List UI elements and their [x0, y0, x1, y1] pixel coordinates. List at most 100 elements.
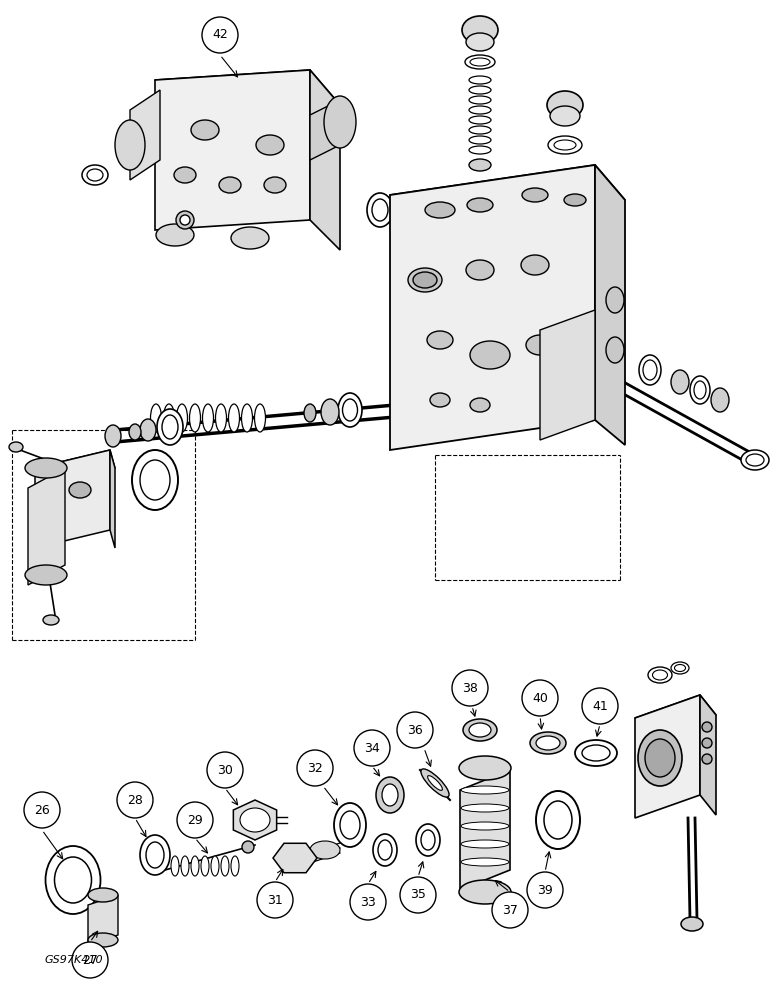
Ellipse shape — [671, 662, 689, 674]
Ellipse shape — [46, 846, 100, 914]
Ellipse shape — [378, 840, 392, 860]
Ellipse shape — [711, 388, 729, 412]
Ellipse shape — [469, 723, 491, 737]
Circle shape — [354, 730, 390, 766]
Text: 35: 35 — [410, 888, 426, 902]
Ellipse shape — [469, 76, 491, 84]
Ellipse shape — [55, 857, 92, 903]
Circle shape — [527, 872, 563, 908]
Ellipse shape — [467, 198, 493, 212]
Ellipse shape — [421, 830, 435, 850]
Ellipse shape — [310, 841, 340, 859]
Ellipse shape — [430, 393, 450, 407]
Polygon shape — [233, 800, 276, 840]
Ellipse shape — [643, 360, 657, 380]
Polygon shape — [540, 310, 595, 440]
Ellipse shape — [702, 754, 712, 764]
Ellipse shape — [469, 86, 491, 94]
Ellipse shape — [231, 227, 269, 249]
Ellipse shape — [43, 615, 59, 625]
Ellipse shape — [469, 146, 491, 154]
Ellipse shape — [25, 458, 67, 478]
Ellipse shape — [671, 370, 689, 394]
Ellipse shape — [151, 404, 161, 432]
Text: 34: 34 — [364, 742, 380, 754]
Text: 40: 40 — [532, 692, 548, 704]
Ellipse shape — [105, 425, 121, 447]
Ellipse shape — [191, 120, 219, 140]
Ellipse shape — [343, 399, 357, 421]
Polygon shape — [88, 895, 118, 945]
Ellipse shape — [219, 177, 241, 193]
Ellipse shape — [521, 255, 549, 275]
Ellipse shape — [171, 856, 179, 876]
Circle shape — [397, 712, 433, 748]
Ellipse shape — [88, 888, 118, 902]
Ellipse shape — [645, 739, 675, 777]
Text: 36: 36 — [407, 724, 423, 736]
Ellipse shape — [176, 211, 194, 229]
Polygon shape — [595, 165, 625, 445]
Ellipse shape — [461, 840, 509, 848]
Circle shape — [24, 792, 60, 828]
Ellipse shape — [140, 460, 170, 500]
Ellipse shape — [69, 482, 91, 498]
Text: 33: 33 — [360, 896, 376, 908]
Ellipse shape — [470, 398, 490, 412]
Circle shape — [257, 882, 293, 918]
Ellipse shape — [25, 565, 67, 585]
Circle shape — [350, 884, 386, 920]
Ellipse shape — [321, 399, 339, 425]
Ellipse shape — [544, 801, 572, 839]
Ellipse shape — [690, 376, 710, 404]
Ellipse shape — [413, 272, 437, 288]
Ellipse shape — [548, 136, 582, 154]
Polygon shape — [635, 695, 716, 738]
Ellipse shape — [466, 33, 494, 51]
Polygon shape — [310, 70, 340, 250]
Ellipse shape — [180, 215, 190, 225]
Circle shape — [207, 752, 243, 788]
Text: 37: 37 — [502, 904, 518, 916]
Text: 30: 30 — [217, 764, 233, 776]
Text: GS97K410: GS97K410 — [45, 955, 103, 965]
Ellipse shape — [82, 165, 108, 185]
Ellipse shape — [324, 96, 356, 148]
Ellipse shape — [162, 415, 178, 439]
Ellipse shape — [9, 442, 23, 452]
Ellipse shape — [469, 106, 491, 114]
Text: 39: 39 — [537, 884, 553, 896]
Ellipse shape — [211, 856, 219, 876]
Ellipse shape — [115, 120, 145, 170]
Ellipse shape — [681, 917, 703, 931]
Polygon shape — [35, 450, 110, 548]
Ellipse shape — [459, 880, 511, 904]
Ellipse shape — [469, 116, 491, 124]
Polygon shape — [28, 468, 65, 585]
Ellipse shape — [465, 55, 495, 69]
Polygon shape — [460, 770, 510, 890]
Ellipse shape — [174, 167, 196, 183]
Circle shape — [452, 670, 488, 706]
Ellipse shape — [530, 732, 566, 754]
Ellipse shape — [522, 188, 548, 202]
Circle shape — [400, 877, 436, 913]
Ellipse shape — [181, 856, 189, 876]
Ellipse shape — [376, 777, 404, 813]
Ellipse shape — [87, 169, 103, 181]
Ellipse shape — [132, 450, 178, 510]
Ellipse shape — [606, 337, 624, 363]
Ellipse shape — [564, 194, 586, 206]
Ellipse shape — [582, 745, 610, 761]
Ellipse shape — [469, 136, 491, 144]
Ellipse shape — [255, 404, 266, 432]
Text: 28: 28 — [127, 794, 143, 806]
Ellipse shape — [340, 811, 360, 839]
Ellipse shape — [88, 933, 118, 947]
Ellipse shape — [550, 106, 580, 126]
Ellipse shape — [554, 140, 576, 150]
Ellipse shape — [466, 260, 494, 280]
Circle shape — [297, 750, 333, 786]
Text: 38: 38 — [462, 682, 478, 694]
Polygon shape — [390, 165, 625, 230]
